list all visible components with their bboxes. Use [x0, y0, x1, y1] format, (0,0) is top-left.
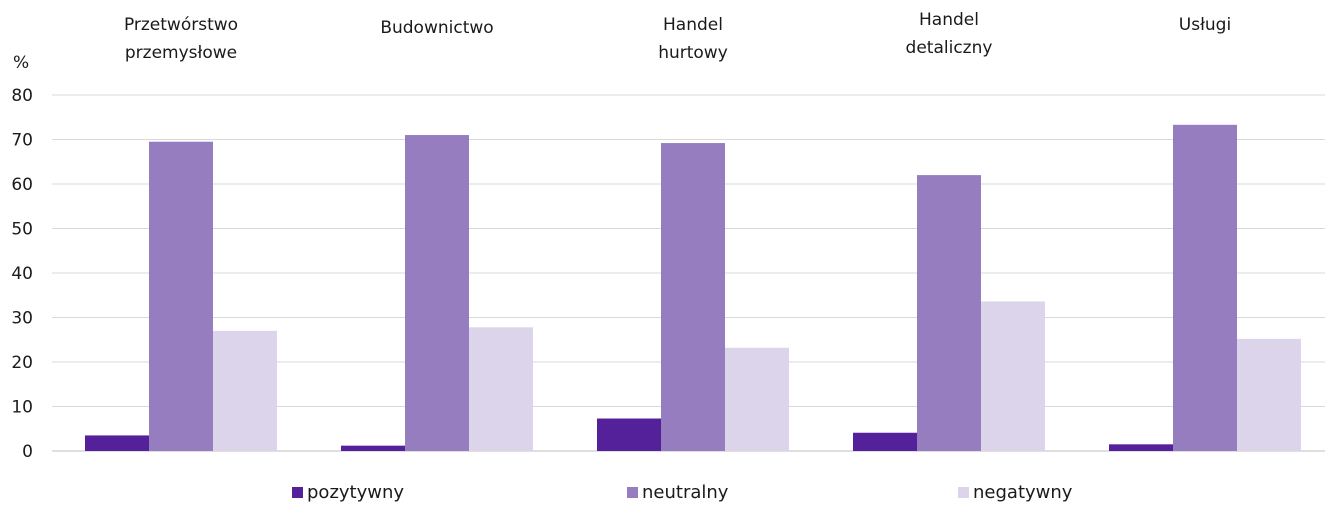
category-labels: Przetwórstwo przemysłowe Budownictwo Handel…	[124, 10, 1231, 63]
bar-negatywny-3	[981, 301, 1045, 451]
bar-neutralny-1	[405, 135, 469, 452]
bar-neutralny-4	[1173, 124, 1237, 451]
legend-label: negatywny	[973, 482, 1073, 503]
legend-item-pozytywny: pozytywny	[292, 482, 404, 503]
y-tick-label: 60	[11, 175, 33, 195]
bar-neutralny-2	[661, 143, 725, 451]
bar-negatywny-0	[213, 330, 277, 451]
bar-pozytywny-1	[341, 445, 405, 451]
y-tick-label: 40	[11, 264, 33, 284]
y-tick-label: 80	[11, 86, 33, 106]
y-tick-label: 50	[11, 220, 33, 240]
y-tick-label: 70	[11, 131, 33, 151]
bar-pozytywny-4	[1109, 444, 1173, 451]
bar-chart: 0 10 20 30 40 50 60 70 80 % Przetwórstwo przemysł…	[11, 10, 1325, 462]
bar-negatywny-4	[1237, 338, 1301, 451]
legend: pozytywny neutralny negatywny	[0, 482, 1325, 506]
y-tick-label: 10	[11, 398, 33, 418]
category-label: Przetwórstwo	[124, 15, 238, 35]
category-label: przemysłowe	[125, 43, 237, 63]
y-axis-label: %	[13, 53, 29, 73]
legend-item-negatywny: negatywny	[958, 482, 1072, 503]
bar-neutralny-0	[149, 141, 213, 451]
category-label: detaliczny	[906, 38, 993, 58]
y-tick-label: 20	[11, 353, 33, 373]
legend-label: neutralny	[642, 482, 729, 503]
bar-neutralny-3	[917, 175, 981, 451]
bar-pozytywny-2	[597, 418, 661, 451]
bar-negatywny-1	[469, 327, 533, 451]
legend-swatch	[292, 487, 303, 498]
legend-swatch	[627, 487, 638, 498]
legend-label: pozytywny	[307, 482, 405, 503]
legend-swatch	[958, 487, 969, 498]
legend-item-neutralny: neutralny	[627, 482, 728, 503]
category-label: Handel	[663, 15, 723, 35]
y-tick-label: 30	[11, 309, 33, 329]
y-tick-label: 0	[22, 442, 33, 462]
category-label: Handel	[919, 10, 979, 30]
category-label: Usługi	[1179, 15, 1231, 35]
bars	[85, 124, 1301, 452]
bar-pozytywny-0	[85, 435, 149, 451]
category-label: hurtowy	[658, 43, 728, 63]
bar-negatywny-2	[725, 347, 789, 451]
y-axis-ticks: 0 10 20 30 40 50 60 70 80	[11, 86, 33, 462]
bar-pozytywny-3	[853, 432, 917, 451]
category-label: Budownictwo	[380, 18, 493, 38]
